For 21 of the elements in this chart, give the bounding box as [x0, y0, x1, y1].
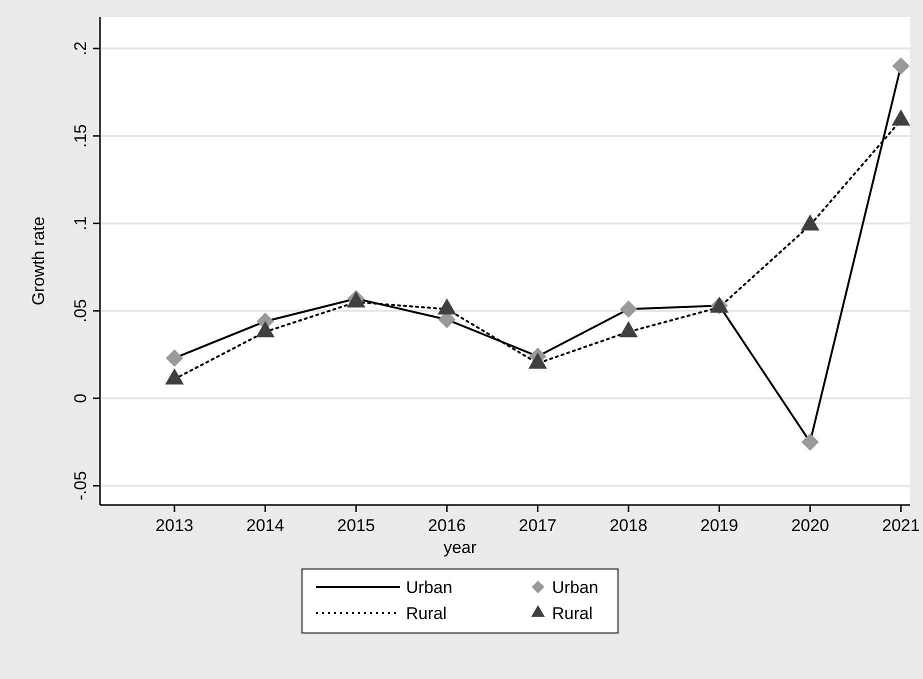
y-tick-label: .1 — [71, 216, 90, 230]
legend-label: Urban — [552, 578, 598, 597]
x-tick-label: 2016 — [428, 516, 466, 535]
x-tick-label: 2017 — [518, 516, 557, 535]
legend-label: Rural — [552, 604, 593, 623]
y-tick-label: .05 — [71, 299, 90, 323]
y-tick-label: .2 — [71, 41, 90, 56]
y-tick-label: .15 — [71, 124, 90, 148]
y-axis-title: Growth rate — [29, 216, 48, 306]
x-tick-label: 2021 — [882, 516, 920, 535]
legend-label: Rural — [406, 604, 447, 623]
legend-label: Urban — [406, 578, 452, 597]
x-axis-title: year — [443, 538, 477, 557]
x-tick-label: 2020 — [791, 516, 830, 535]
x-tick-label: 2015 — [337, 516, 375, 535]
x-tick-label: 2013 — [156, 516, 194, 535]
x-tick-label: 2018 — [610, 516, 648, 535]
y-tick-label: -.05 — [71, 471, 90, 500]
y-tick-label: 0 — [71, 394, 90, 404]
x-tick-label: 2014 — [246, 516, 284, 535]
x-tick-label: 2019 — [700, 516, 738, 535]
